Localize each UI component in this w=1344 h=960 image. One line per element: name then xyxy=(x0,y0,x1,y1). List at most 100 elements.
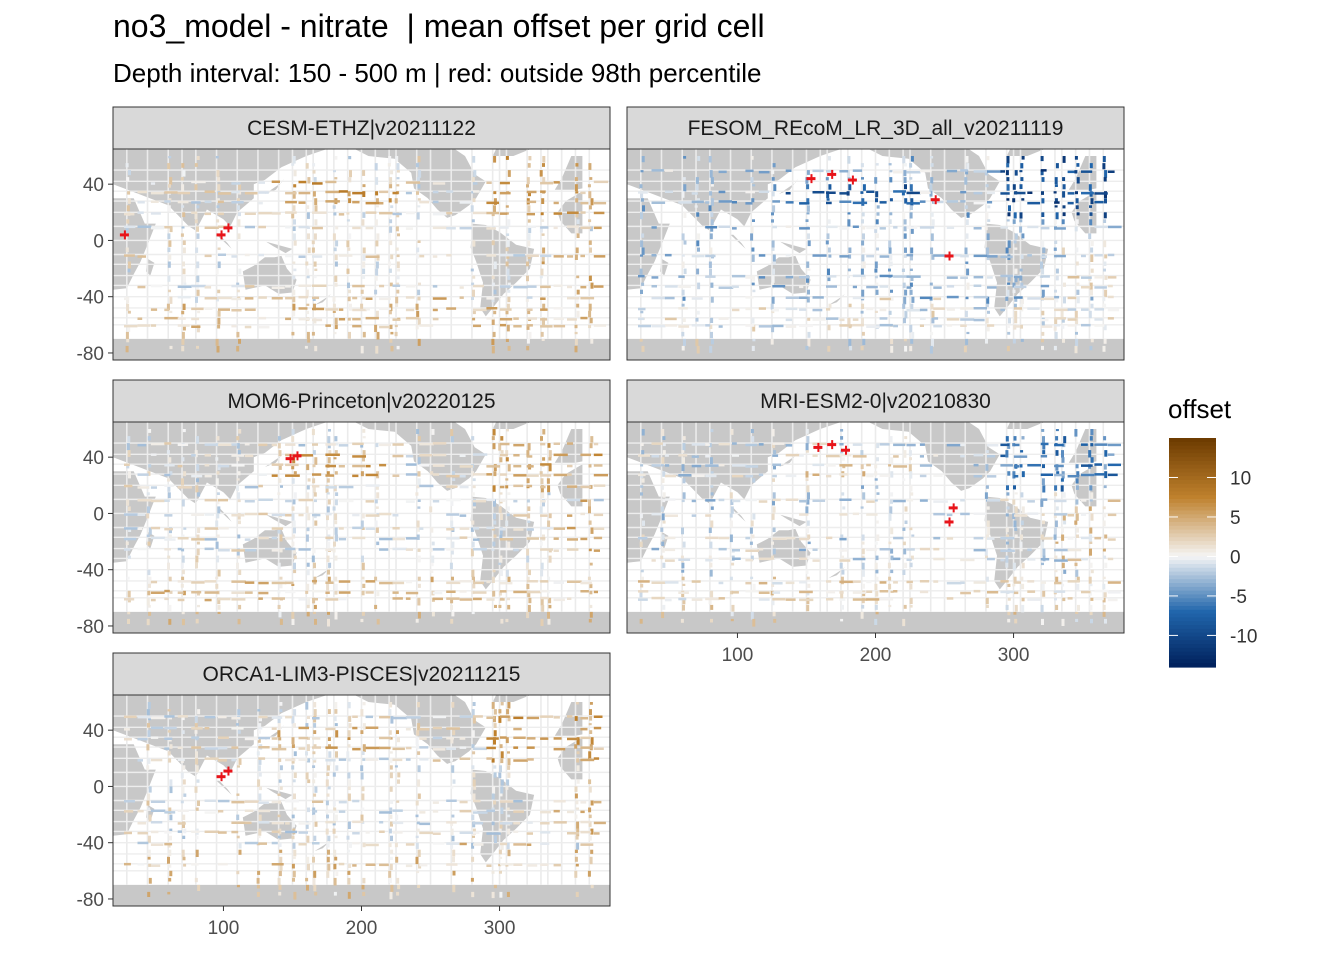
offset-cell xyxy=(258,597,263,600)
offset-cell xyxy=(237,219,241,227)
offset-cell xyxy=(312,296,320,300)
offset-cell xyxy=(718,557,734,560)
offset-cell xyxy=(1104,170,1108,178)
offset-cell xyxy=(291,716,295,724)
offset-cell xyxy=(839,324,853,327)
offset-cell xyxy=(389,891,393,900)
offset-cell xyxy=(293,268,297,272)
offset-cell xyxy=(473,597,482,601)
offset-cell xyxy=(697,282,701,290)
offset-cell xyxy=(664,454,669,457)
offset-cell xyxy=(395,296,399,304)
offset-cell xyxy=(751,345,755,351)
offset-cell xyxy=(526,478,530,484)
offset-cell xyxy=(334,520,338,525)
offset-cell xyxy=(325,200,340,203)
offset-cell xyxy=(903,177,907,183)
offset-cell xyxy=(987,191,995,195)
offset-cell xyxy=(374,576,378,581)
offset-cell xyxy=(191,325,201,328)
offset-cell xyxy=(825,177,829,181)
offset-cell xyxy=(553,809,560,813)
offset-cell xyxy=(799,557,808,560)
offset-cell xyxy=(432,453,447,457)
offset-cell xyxy=(985,317,989,324)
offset-cell xyxy=(933,297,942,301)
offset-cell xyxy=(271,549,279,552)
offset-cell xyxy=(334,436,338,442)
offset-cell xyxy=(960,499,965,502)
offset-cell xyxy=(1076,282,1080,286)
y-tick-label: 40 xyxy=(83,721,104,742)
offset-cell xyxy=(360,303,364,310)
offset-cell xyxy=(293,751,297,757)
offset-cell xyxy=(338,862,345,866)
offset-cell xyxy=(710,198,714,206)
offset-cell xyxy=(710,471,714,474)
offset-cell xyxy=(909,527,913,531)
offset-cell xyxy=(292,877,295,882)
offset-cell xyxy=(639,541,643,547)
offset-cell xyxy=(861,604,865,609)
offset-cell xyxy=(732,308,740,312)
offset-cell xyxy=(1000,464,1013,467)
offset-cell xyxy=(169,296,173,304)
offset-cell xyxy=(137,759,143,762)
offset-cell xyxy=(360,443,364,448)
offset-cell xyxy=(471,730,475,738)
offset-cell xyxy=(196,324,200,333)
offset-cell xyxy=(312,737,321,740)
offset-cell xyxy=(150,200,159,203)
offset-cell xyxy=(182,268,186,275)
offset-cell xyxy=(548,555,552,563)
offset-cell xyxy=(147,891,151,897)
offset-cell xyxy=(419,728,430,731)
offset-cell xyxy=(390,716,394,724)
offset-cell xyxy=(1055,212,1059,220)
outlier-cell xyxy=(810,174,813,184)
offset-cell xyxy=(279,618,283,625)
offset-cell xyxy=(334,254,338,261)
offset-cell xyxy=(499,285,511,288)
offset-cell xyxy=(718,225,730,228)
offset-cell xyxy=(338,800,347,804)
offset-cell xyxy=(326,513,329,521)
offset-cell xyxy=(328,758,332,766)
offset-cell xyxy=(405,580,413,584)
offset-cell xyxy=(328,751,332,758)
offset-cell xyxy=(771,212,774,216)
offset-cell xyxy=(379,512,392,516)
land-mass xyxy=(113,884,610,906)
offset-cell xyxy=(204,513,214,516)
offset-cell xyxy=(1040,297,1054,301)
legend-color-step xyxy=(1169,644,1216,649)
offset-cell xyxy=(588,520,592,525)
legend-color-step xyxy=(1169,598,1216,603)
offset-cell xyxy=(271,727,277,730)
offset-cell xyxy=(271,821,284,825)
offset-cell xyxy=(177,317,186,320)
offset-cell xyxy=(181,499,185,507)
offset-cell xyxy=(772,478,775,482)
legend-tick-label: -10 xyxy=(1230,626,1257,647)
offset-cell xyxy=(432,226,448,230)
offset-cell xyxy=(327,499,331,505)
offset-cell xyxy=(1000,170,1005,173)
offset-cell xyxy=(593,527,605,530)
offset-cell xyxy=(169,177,173,185)
legend-color-step xyxy=(1169,533,1216,538)
offset-cell xyxy=(664,324,678,327)
offset-cell xyxy=(1107,308,1120,312)
offset-cell xyxy=(593,821,606,825)
offset-cell xyxy=(840,618,844,622)
offset-cell xyxy=(553,317,564,321)
offset-cell xyxy=(1103,261,1107,266)
offset-cell xyxy=(1090,240,1094,247)
offset-cell xyxy=(639,268,643,275)
offset-cell xyxy=(237,492,241,500)
offset-cell xyxy=(513,464,522,468)
offset-cell xyxy=(906,253,914,257)
offset-cell xyxy=(338,213,345,216)
offset-cell xyxy=(1040,284,1050,288)
offset-cell xyxy=(708,597,712,605)
